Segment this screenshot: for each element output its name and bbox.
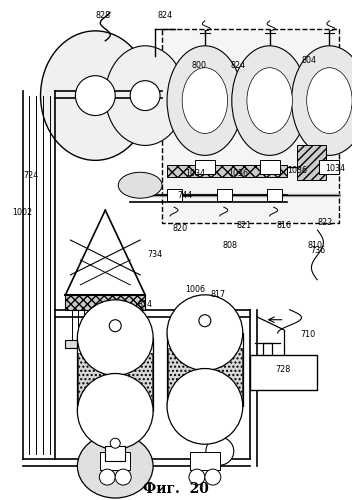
Ellipse shape bbox=[247, 68, 292, 134]
Circle shape bbox=[130, 80, 160, 110]
Circle shape bbox=[205, 469, 221, 485]
Circle shape bbox=[110, 438, 120, 448]
Bar bbox=[65, 340, 145, 347]
Ellipse shape bbox=[167, 295, 243, 370]
Bar bbox=[77, 338, 153, 411]
Circle shape bbox=[76, 76, 115, 116]
Ellipse shape bbox=[118, 172, 162, 198]
Text: 828: 828 bbox=[96, 12, 111, 20]
Circle shape bbox=[99, 469, 115, 485]
Bar bbox=[167, 166, 287, 177]
Text: 1036: 1036 bbox=[288, 166, 307, 175]
Text: 822: 822 bbox=[318, 218, 333, 226]
Circle shape bbox=[199, 314, 211, 326]
Bar bbox=[195, 160, 215, 174]
Bar bbox=[162, 29, 339, 223]
Circle shape bbox=[189, 469, 205, 485]
Circle shape bbox=[115, 469, 131, 485]
Text: 1034: 1034 bbox=[185, 169, 205, 178]
Text: 820: 820 bbox=[172, 224, 187, 232]
Text: 800: 800 bbox=[191, 61, 207, 70]
Ellipse shape bbox=[167, 368, 243, 444]
Text: 724: 724 bbox=[23, 171, 38, 180]
Text: 1002: 1002 bbox=[13, 208, 33, 216]
Bar bbox=[168, 348, 242, 406]
Bar bbox=[190, 452, 220, 470]
Ellipse shape bbox=[182, 68, 228, 134]
Ellipse shape bbox=[167, 46, 243, 156]
Bar bbox=[167, 189, 182, 201]
Text: 728: 728 bbox=[275, 365, 290, 374]
Ellipse shape bbox=[77, 374, 153, 449]
Text: 821: 821 bbox=[236, 220, 251, 230]
Bar bbox=[78, 352, 152, 412]
Bar bbox=[217, 189, 232, 201]
Text: 736: 736 bbox=[310, 246, 325, 254]
Text: 817: 817 bbox=[210, 290, 226, 300]
Circle shape bbox=[206, 438, 234, 465]
Ellipse shape bbox=[41, 31, 150, 160]
Circle shape bbox=[109, 320, 121, 332]
Text: 734: 734 bbox=[148, 250, 163, 260]
Bar bbox=[250, 354, 317, 390]
Bar bbox=[100, 452, 130, 470]
Text: 808: 808 bbox=[222, 240, 237, 250]
Ellipse shape bbox=[105, 46, 185, 146]
Bar bbox=[65, 295, 145, 310]
Text: 810: 810 bbox=[308, 240, 323, 250]
Text: 824: 824 bbox=[157, 12, 173, 20]
Text: 814: 814 bbox=[138, 300, 152, 310]
Ellipse shape bbox=[292, 46, 353, 156]
Text: Фиг.  20: Фиг. 20 bbox=[143, 482, 209, 496]
Ellipse shape bbox=[232, 46, 307, 156]
Text: 804: 804 bbox=[302, 56, 317, 65]
Ellipse shape bbox=[307, 68, 352, 134]
Bar bbox=[167, 332, 243, 406]
Bar bbox=[260, 160, 280, 174]
Ellipse shape bbox=[77, 434, 153, 498]
Text: 1036: 1036 bbox=[228, 169, 248, 178]
Text: 744: 744 bbox=[178, 190, 192, 200]
Bar bbox=[267, 189, 282, 201]
Text: 710: 710 bbox=[300, 330, 315, 339]
Text: 816: 816 bbox=[276, 220, 291, 230]
Bar bbox=[105, 446, 125, 461]
Bar bbox=[297, 146, 327, 180]
Text: 1006: 1006 bbox=[185, 286, 205, 294]
Text: 824: 824 bbox=[230, 61, 245, 70]
Ellipse shape bbox=[77, 300, 153, 376]
Text: 1034: 1034 bbox=[325, 164, 345, 173]
Bar bbox=[319, 160, 339, 174]
